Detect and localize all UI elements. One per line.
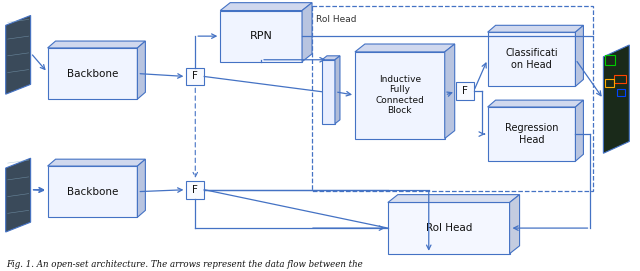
- Text: RoI Head: RoI Head: [316, 15, 356, 24]
- Bar: [605, 79, 614, 87]
- Bar: [186, 181, 204, 199]
- Polygon shape: [6, 15, 31, 94]
- Polygon shape: [47, 48, 138, 99]
- Text: RoI Head: RoI Head: [426, 223, 472, 233]
- Text: F: F: [461, 86, 468, 96]
- Polygon shape: [604, 45, 629, 153]
- Polygon shape: [488, 107, 575, 161]
- Polygon shape: [47, 159, 145, 166]
- Polygon shape: [220, 11, 302, 62]
- Polygon shape: [488, 25, 584, 32]
- Polygon shape: [302, 3, 312, 62]
- Polygon shape: [322, 56, 340, 60]
- Text: F: F: [193, 72, 198, 82]
- Polygon shape: [220, 3, 312, 11]
- Polygon shape: [47, 166, 138, 217]
- Text: Backbone: Backbone: [67, 69, 118, 79]
- Polygon shape: [488, 32, 575, 86]
- Polygon shape: [138, 159, 145, 217]
- Text: Inductive
Fully
Connected
Block: Inductive Fully Connected Block: [376, 75, 424, 115]
- Polygon shape: [575, 100, 584, 161]
- Polygon shape: [6, 158, 31, 232]
- Text: RPN: RPN: [250, 31, 273, 41]
- Polygon shape: [47, 41, 145, 48]
- Text: F: F: [193, 185, 198, 195]
- Bar: [456, 82, 474, 100]
- Text: Backbone: Backbone: [67, 187, 118, 197]
- Polygon shape: [335, 56, 340, 124]
- Text: Regression
Head: Regression Head: [505, 123, 558, 145]
- Bar: [618, 89, 625, 96]
- Bar: [322, 60, 335, 124]
- Polygon shape: [509, 195, 520, 254]
- Bar: [614, 75, 627, 83]
- Polygon shape: [138, 41, 145, 99]
- Text: Fig. 1. An open-set architecture. The arrows represent the data flow between the: Fig. 1. An open-set architecture. The ar…: [6, 260, 362, 269]
- Polygon shape: [355, 52, 445, 138]
- Text: Classificati
on Head: Classificati on Head: [505, 49, 558, 70]
- Polygon shape: [388, 195, 520, 202]
- Polygon shape: [488, 100, 584, 107]
- Polygon shape: [388, 202, 509, 254]
- Polygon shape: [355, 44, 454, 52]
- Bar: [312, 6, 593, 191]
- Bar: [605, 55, 615, 65]
- Polygon shape: [575, 25, 584, 86]
- Polygon shape: [445, 44, 454, 138]
- Bar: [186, 68, 204, 85]
